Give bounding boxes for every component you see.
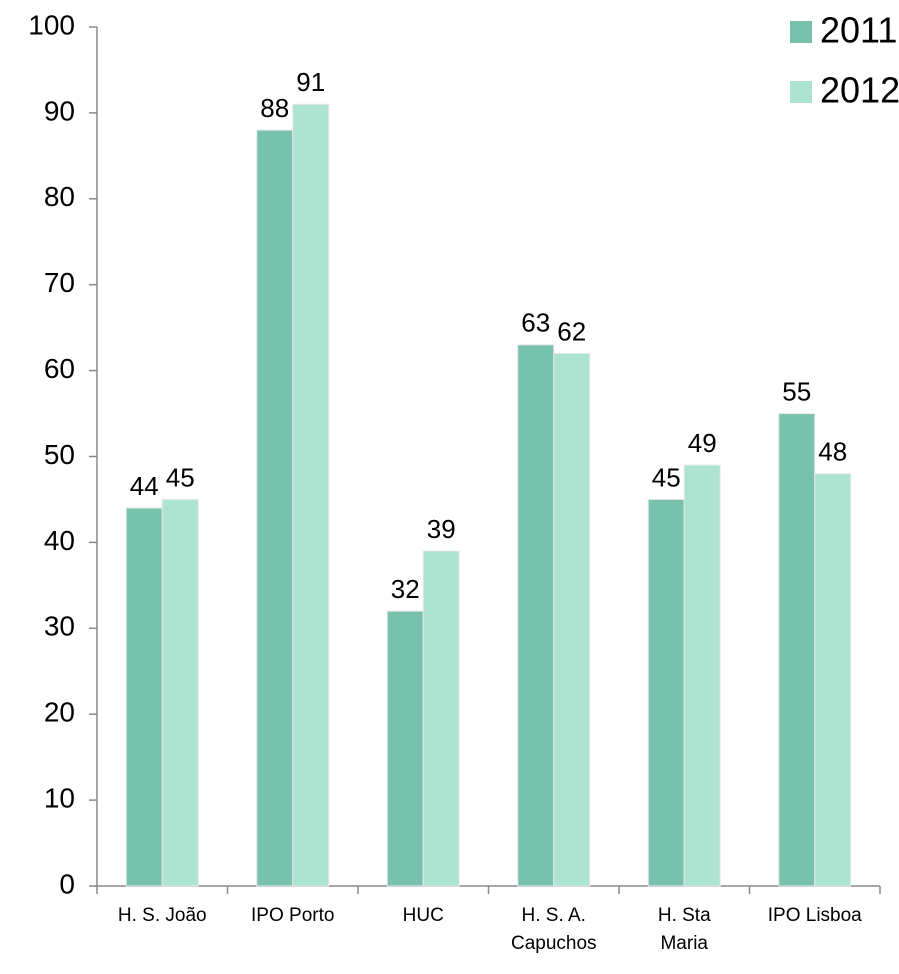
bar <box>125 507 163 887</box>
y-tick-label: 30 <box>44 611 75 642</box>
x-tick-label: IPO Lisboa <box>767 905 862 926</box>
y-tick-label: 0 <box>59 868 75 899</box>
legend-label: 2012 <box>820 70 899 111</box>
y-tick-label: 10 <box>44 782 75 813</box>
data-label: 45 <box>166 462 195 492</box>
data-label: 48 <box>818 437 847 467</box>
y-tick-label: 40 <box>44 525 75 556</box>
bar <box>422 550 460 887</box>
legend-label: 2011 <box>820 10 897 51</box>
bar <box>683 464 721 887</box>
data-label: 91 <box>296 67 325 97</box>
data-label: 39 <box>427 514 456 544</box>
y-tick-label: 80 <box>44 181 75 212</box>
y-tick-label: 100 <box>28 9 75 40</box>
data-label: 49 <box>688 428 717 458</box>
x-tick-label: IPO Porto <box>251 905 335 926</box>
legend-swatch <box>790 21 812 43</box>
bar <box>386 610 424 887</box>
x-tick-label: H. Sta Maria <box>657 905 711 954</box>
y-tick-label: 60 <box>44 353 75 384</box>
bar <box>517 344 555 887</box>
x-tick-label: H. S. João <box>117 905 207 926</box>
data-label: 32 <box>391 574 420 604</box>
bar <box>814 473 852 887</box>
bar <box>292 103 330 887</box>
bar <box>647 498 685 887</box>
bar <box>161 498 199 887</box>
y-tick-label: 70 <box>44 267 75 298</box>
y-tick-label: 20 <box>44 697 75 728</box>
bar <box>778 413 816 887</box>
x-tick-label: HUC <box>402 905 444 926</box>
data-label: 63 <box>521 308 550 338</box>
data-label: 45 <box>652 462 681 492</box>
x-tick-label: H. S. A. Capuchos <box>510 905 597 954</box>
y-tick-label: 90 <box>44 95 75 126</box>
legend-swatch <box>790 81 812 103</box>
data-label: 62 <box>557 316 586 346</box>
data-label: 44 <box>130 471 159 501</box>
y-tick-label: 50 <box>44 439 75 470</box>
bar <box>553 352 591 887</box>
data-label: 88 <box>260 93 289 123</box>
bar <box>256 129 294 887</box>
data-label: 55 <box>782 376 811 406</box>
